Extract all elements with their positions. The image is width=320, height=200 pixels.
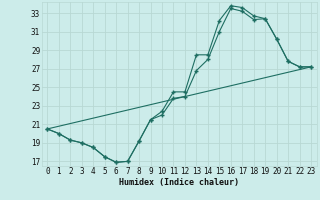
X-axis label: Humidex (Indice chaleur): Humidex (Indice chaleur) (119, 178, 239, 187)
